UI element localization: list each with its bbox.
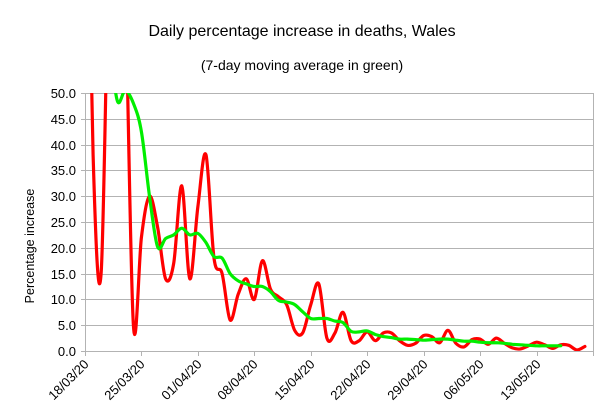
x-tick-label: 01/04/20: [158, 357, 204, 403]
x-tick-label: 18/03/20: [45, 357, 91, 403]
x-tick-label: 13/05/20: [497, 357, 543, 403]
chart-subtitle: (7-day moving average in green): [201, 57, 403, 73]
x-tick-label: 22/04/20: [327, 357, 373, 403]
y-tick-label: 25.0: [51, 215, 76, 230]
x-tick-label: 29/04/20: [384, 357, 430, 403]
series-layer: [89, 93, 587, 351]
y-tick-label: 50.0: [51, 86, 76, 101]
gridlines: [81, 93, 593, 352]
y-tick-label: 40.0: [51, 138, 76, 153]
y-tick-label: 45.0: [51, 112, 76, 127]
chart-title: Daily percentage increase in deaths, Wal…: [148, 23, 455, 40]
x-axis-ticks: 18/03/20 25/03/20 01/04/20 08/04/20 15/04/20…: [45, 351, 544, 403]
y-tick-label: 20.0: [51, 241, 76, 256]
y-axis-label: Percentage increase: [23, 189, 37, 304]
y-axis-ticks: 0.0 5.0 10.0 15.0 20.0 25.0 30.0 35.0 40.0 45.0 50…: [51, 86, 76, 359]
y-tick-label: 30.0: [51, 189, 76, 204]
y-tick-label: 35.0: [51, 163, 76, 178]
axes-frame: [85, 93, 594, 356]
y-tick-label: 10.0: [51, 292, 76, 307]
y-tick-label: 0.0: [58, 344, 76, 359]
x-tick-label: 25/03/20: [101, 357, 147, 403]
x-tick-label: 15/04/20: [271, 357, 317, 403]
y-tick-label: 5.0: [58, 318, 76, 333]
series-line-daily-increase: [89, 93, 587, 351]
x-tick-label: 08/04/20: [214, 357, 260, 403]
y-tick-label: 15.0: [51, 267, 76, 282]
x-tick-label: 06/05/20: [440, 357, 486, 403]
series-line-moving-average: [114, 93, 563, 348]
